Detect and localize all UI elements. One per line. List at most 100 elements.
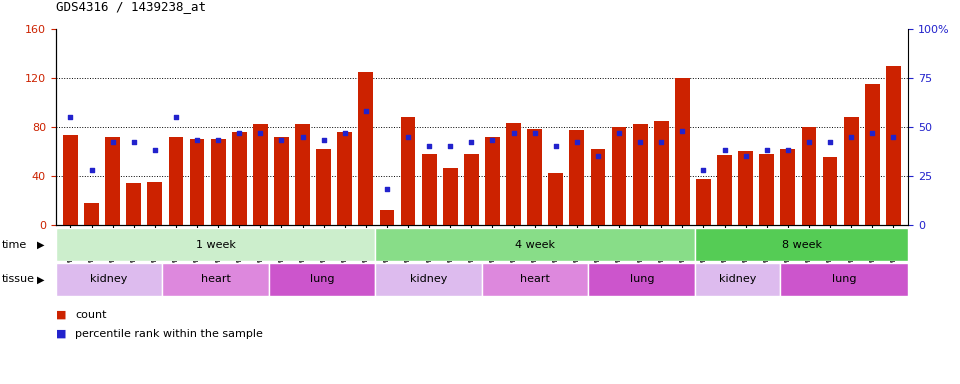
Bar [590, 149, 606, 225]
Bar [148, 182, 162, 225]
Point [189, 137, 204, 144]
Bar [588, 263, 695, 296]
Point [379, 186, 395, 192]
Bar [63, 135, 78, 225]
Point [654, 139, 669, 146]
Bar [464, 154, 479, 225]
Text: kidney: kidney [719, 274, 756, 285]
Point [400, 134, 416, 140]
Bar [295, 124, 310, 225]
Bar [169, 137, 183, 225]
Bar [654, 121, 669, 225]
Point [696, 167, 711, 173]
Bar [84, 203, 99, 225]
Bar [106, 137, 120, 225]
Bar [443, 168, 458, 225]
Point [802, 139, 817, 146]
Point [210, 137, 226, 144]
Point [569, 139, 585, 146]
Point [717, 147, 732, 153]
Text: lung: lung [832, 274, 856, 285]
Bar [274, 137, 289, 225]
Bar [527, 129, 542, 225]
Bar [485, 137, 500, 225]
Bar [738, 151, 753, 225]
Bar [548, 173, 564, 225]
Text: ▶: ▶ [36, 240, 44, 250]
Point [485, 137, 500, 144]
Point [231, 129, 247, 136]
Point [780, 147, 796, 153]
Point [464, 139, 479, 146]
Point [84, 167, 99, 173]
Text: tissue: tissue [2, 274, 35, 285]
Text: kidney: kidney [90, 274, 128, 285]
Point [633, 139, 648, 146]
Point [105, 139, 120, 146]
Bar [375, 263, 482, 296]
Bar [506, 123, 521, 225]
Bar [695, 263, 780, 296]
Text: GDS4316 / 1439238_at: GDS4316 / 1439238_at [56, 0, 205, 13]
Bar [379, 210, 395, 225]
Bar [695, 228, 908, 261]
Bar [482, 263, 588, 296]
Text: ▶: ▶ [36, 274, 44, 285]
Point [252, 129, 268, 136]
Bar [269, 263, 375, 296]
Bar [759, 154, 774, 225]
Text: heart: heart [201, 274, 230, 285]
Bar [190, 139, 204, 225]
Text: 1 week: 1 week [196, 240, 235, 250]
Bar [823, 157, 837, 225]
Bar [886, 66, 900, 225]
Point [147, 147, 162, 153]
Text: 4 week: 4 week [516, 240, 555, 250]
Point [675, 127, 690, 134]
Point [844, 134, 859, 140]
Point [62, 114, 78, 120]
Point [548, 143, 564, 149]
Bar [316, 149, 331, 225]
Bar [717, 155, 732, 225]
Text: count: count [75, 310, 107, 320]
Point [590, 153, 606, 159]
Bar [780, 149, 795, 225]
Bar [844, 117, 858, 225]
Bar [569, 131, 585, 225]
Bar [358, 72, 373, 225]
Point [443, 143, 458, 149]
Point [168, 114, 183, 120]
Point [274, 137, 289, 144]
Bar [696, 179, 710, 225]
Text: ■: ■ [56, 329, 66, 339]
Point [295, 134, 310, 140]
Bar [162, 263, 269, 296]
Text: percentile rank within the sample: percentile rank within the sample [75, 329, 263, 339]
Bar [421, 154, 437, 225]
Text: lung: lung [310, 274, 334, 285]
Bar [232, 132, 247, 225]
Bar [780, 263, 908, 296]
Bar [400, 117, 416, 225]
Text: ■: ■ [56, 310, 66, 320]
Bar [675, 78, 690, 225]
Point [358, 108, 373, 114]
Point [759, 147, 775, 153]
Point [506, 129, 521, 136]
Point [421, 143, 437, 149]
Text: time: time [2, 240, 27, 250]
Bar [56, 228, 375, 261]
Text: kidney: kidney [410, 274, 447, 285]
Bar [802, 127, 816, 225]
Bar [337, 132, 352, 225]
Point [316, 137, 331, 144]
Text: heart: heart [520, 274, 550, 285]
Point [126, 139, 141, 146]
Point [337, 129, 352, 136]
Bar [375, 228, 695, 261]
Point [612, 129, 627, 136]
Point [823, 139, 838, 146]
Text: lung: lung [630, 274, 654, 285]
Point [886, 134, 901, 140]
